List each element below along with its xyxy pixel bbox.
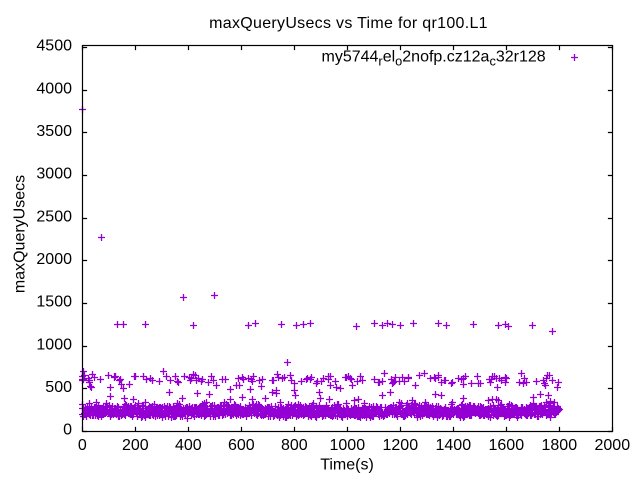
- svg-text:2500: 2500: [36, 208, 72, 225]
- svg-text:800: 800: [281, 437, 308, 454]
- svg-text:600: 600: [228, 437, 255, 454]
- svg-text:200: 200: [122, 437, 149, 454]
- svg-text:0: 0: [78, 437, 87, 454]
- svg-text:Time(s): Time(s): [320, 457, 374, 474]
- svg-text:400: 400: [175, 437, 202, 454]
- svg-text:3000: 3000: [36, 166, 72, 183]
- svg-text:1500: 1500: [36, 294, 72, 311]
- svg-text:4500: 4500: [36, 38, 72, 55]
- svg-text:500: 500: [45, 379, 72, 396]
- svg-text:4000: 4000: [36, 80, 72, 97]
- svg-text:my5744relo2nofp.cz12ac32r128: my5744relo2nofp.cz12ac32r128: [322, 49, 546, 69]
- svg-text:2000: 2000: [36, 251, 72, 268]
- svg-text:0: 0: [63, 422, 72, 439]
- svg-text:maxQueryUsecs vs Time for qr10: maxQueryUsecs vs Time for qr100.L1: [209, 15, 488, 32]
- svg-text:1000: 1000: [330, 437, 366, 454]
- svg-text:1000: 1000: [36, 336, 72, 353]
- svg-text:1400: 1400: [436, 437, 472, 454]
- svg-text:1800: 1800: [542, 437, 578, 454]
- svg-text:1200: 1200: [383, 437, 419, 454]
- svg-text:1600: 1600: [489, 437, 525, 454]
- svg-text:3500: 3500: [36, 123, 72, 140]
- svg-text:maxQueryUsecs: maxQueryUsecs: [12, 175, 29, 293]
- svg-text:2000: 2000: [595, 437, 631, 454]
